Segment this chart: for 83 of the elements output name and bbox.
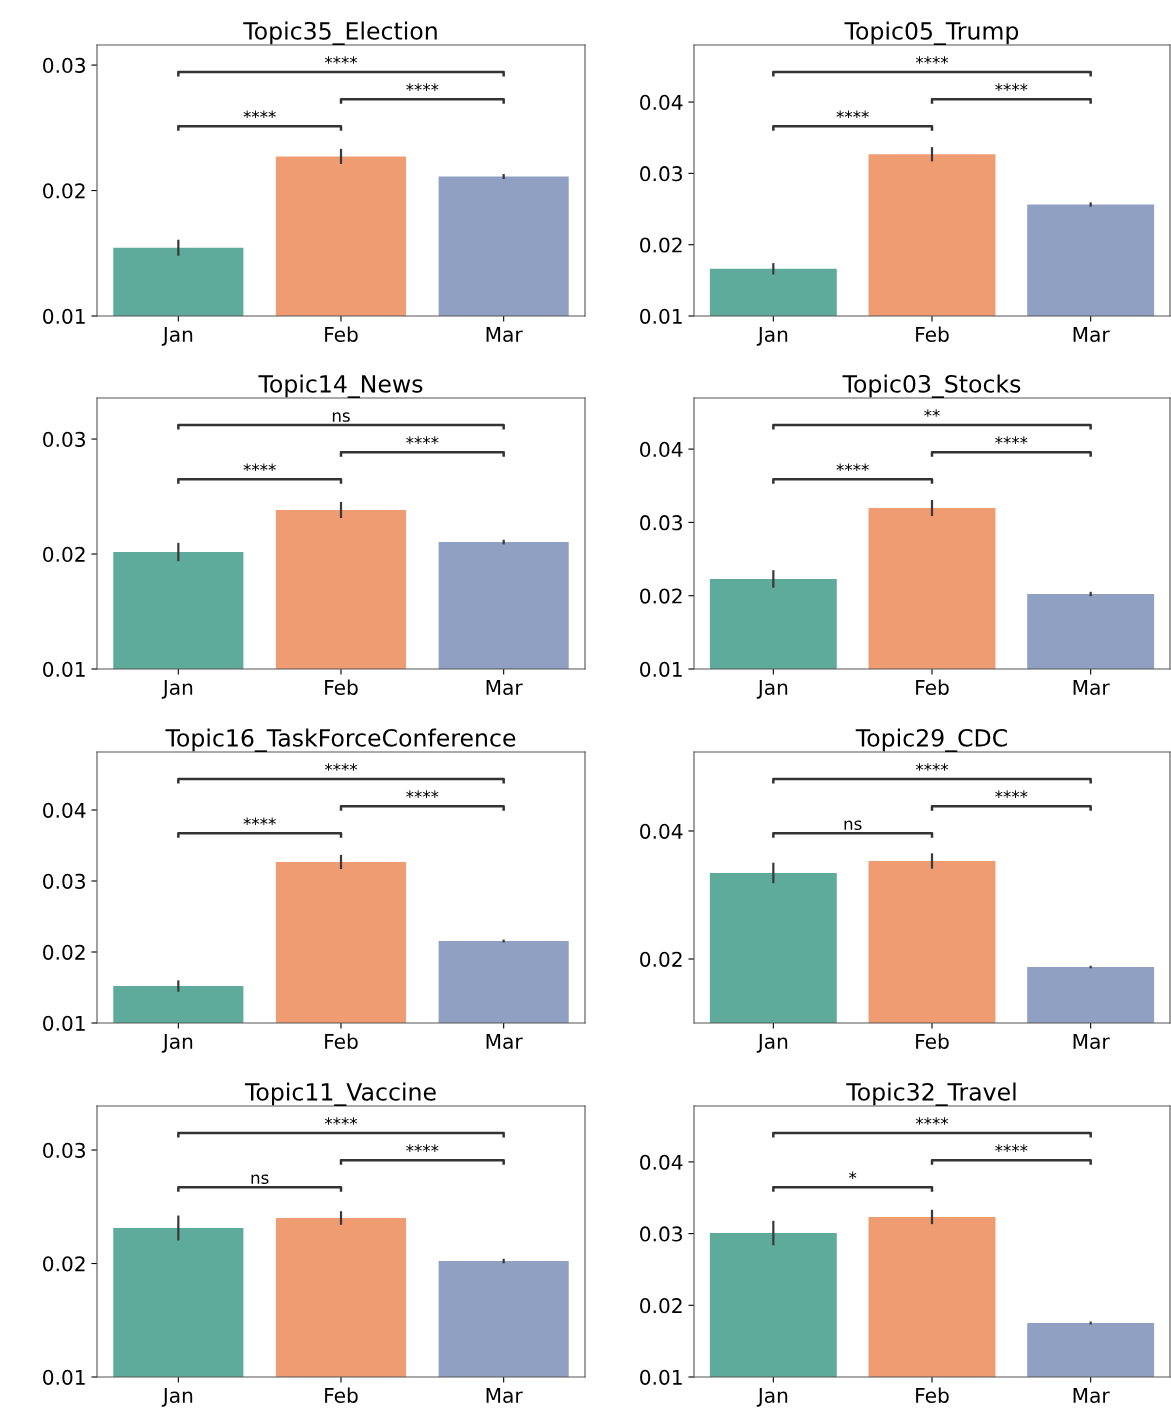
y-tick-label: 0.01 (43, 1369, 85, 1385)
y-tick-label: 0.01 (640, 1369, 682, 1385)
x-tick-label: Mar (486, 680, 523, 696)
y-tick-label: 0.02 (640, 951, 682, 967)
annotation: **** (324, 763, 358, 771)
y-tick-label: 0.01 (640, 308, 682, 324)
y-tick-label: 0.04 (640, 823, 683, 839)
y-tick-label: 0.04 (640, 94, 683, 110)
x-tick-label: Jan (161, 680, 193, 699)
x-tick-label: Feb (916, 326, 949, 343)
x-tick-label: Mar (1073, 680, 1110, 696)
annotation: **** (406, 436, 439, 444)
y-tick-label: 0.03 (43, 873, 85, 889)
chart-title: Topic16_TaskForceConference (165, 728, 516, 752)
x-tick-label: Mar (1073, 1388, 1110, 1404)
x-tick-label: Jan (161, 1388, 193, 1407)
x-tick-label: Feb (325, 326, 358, 343)
x-tick-label: Feb (325, 1387, 358, 1404)
y-tick-label: 0.04 (640, 441, 683, 458)
x-tick-label: Feb (916, 1033, 949, 1050)
annotation: **** (836, 110, 869, 119)
annotation: ns (251, 1174, 269, 1185)
y-tick-label: 0.04 (43, 802, 86, 818)
y-tick-label: 0.04 (640, 1154, 683, 1170)
annotation: ns (844, 820, 862, 831)
chart-title: Topic35_Election (243, 21, 437, 45)
annotation: **** (243, 110, 276, 119)
x-tick-label: Feb (325, 1033, 358, 1050)
chart-title: Topic03_Stocks (842, 374, 1021, 398)
x-tick-label: Mar (486, 1034, 523, 1050)
y-tick-label: 0.02 (640, 237, 682, 253)
x-tick-label: Mar (1073, 1034, 1110, 1050)
x-tick-label: Jan (756, 327, 788, 346)
x-tick-label: Jan (756, 680, 788, 699)
annotation: ** (924, 409, 940, 417)
chart-title: Topic32_Travel (846, 1082, 1016, 1106)
annotation: **** (406, 1144, 439, 1152)
chart-title: Topic05_Trump (844, 21, 1019, 45)
annotation: **** (324, 56, 358, 64)
x-tick-label: Jan (756, 1034, 788, 1053)
annotation: **** (406, 790, 439, 798)
x-tick-label: Feb (916, 1387, 949, 1404)
x-tick-label: Mar (486, 1388, 523, 1404)
x-tick-label: Jan (756, 1388, 788, 1407)
y-tick-label: 0.03 (640, 166, 682, 182)
annotation: **** (836, 463, 869, 472)
annotation: **** (915, 56, 949, 64)
x-tick-label: Mar (486, 327, 523, 343)
y-tick-label: 0.02 (43, 546, 85, 562)
annotation: **** (995, 436, 1028, 444)
y-tick-label: 0.03 (640, 515, 682, 531)
y-tick-label: 0.02 (43, 1256, 85, 1272)
annotation: * (849, 1171, 857, 1180)
y-tick-label: 0.02 (43, 944, 85, 960)
x-tick-label: Jan (161, 327, 193, 346)
x-tick-label: Mar (1073, 327, 1110, 343)
y-tick-label: 0.02 (640, 1298, 682, 1314)
x-tick-label: Jan (161, 1034, 193, 1053)
chart-title: Topic14_News (258, 374, 423, 398)
annotation: **** (995, 790, 1028, 798)
x-tick-label: Feb (916, 679, 949, 696)
annotation: **** (243, 463, 276, 472)
x-tick-label: Feb (325, 679, 358, 696)
y-tick-label: 0.02 (640, 588, 682, 604)
annotation: ns (332, 412, 350, 422)
y-tick-label: 0.03 (43, 57, 85, 74)
chart-title: Topic29_CDC (855, 728, 1007, 752)
y-tick-label: 0.01 (43, 661, 85, 677)
y-tick-label: 0.03 (43, 1142, 85, 1158)
y-tick-label: 0.01 (43, 1015, 85, 1031)
chart-title: Topic11_Vaccine (244, 1082, 436, 1106)
y-tick-label: 0.03 (640, 1226, 682, 1242)
annotation: **** (406, 83, 439, 91)
annotation: **** (995, 1144, 1028, 1152)
y-tick-label: 0.01 (43, 308, 85, 324)
y-tick-label: 0.01 (640, 661, 682, 677)
y-tick-label: 0.03 (43, 431, 85, 447)
y-tick-label: 0.02 (43, 183, 85, 199)
annotation: **** (995, 83, 1028, 91)
annotation: **** (915, 763, 949, 771)
annotation: **** (243, 817, 276, 826)
annotation: **** (915, 1117, 949, 1125)
annotation: **** (324, 1117, 358, 1125)
